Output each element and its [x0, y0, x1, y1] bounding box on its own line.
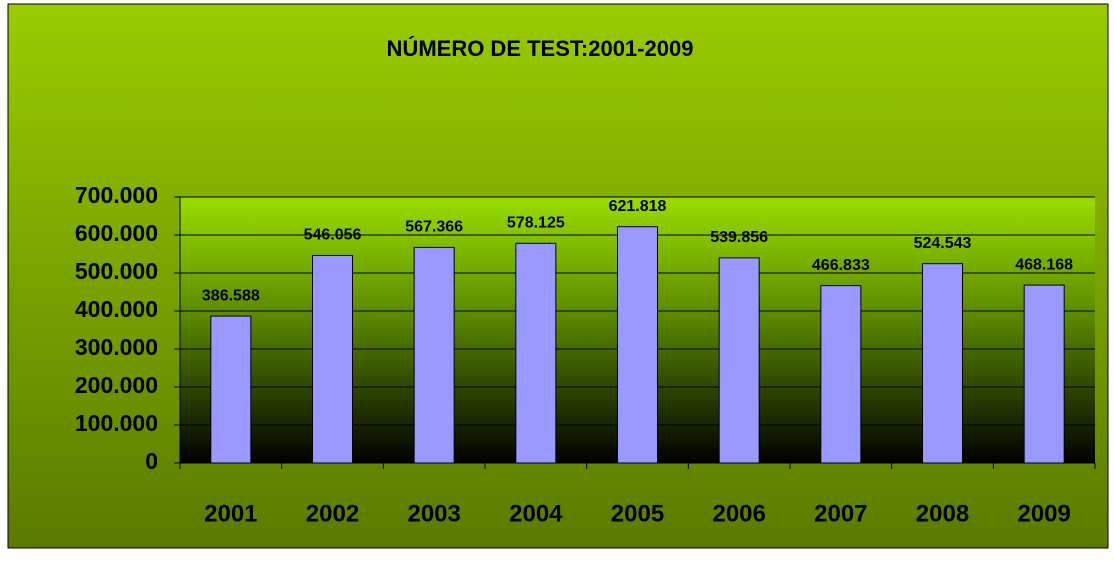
- x-tick-label: 2006: [712, 500, 765, 527]
- y-tick-label: 0: [145, 448, 158, 474]
- data-label: 524.543: [914, 235, 972, 252]
- data-label: 539.856: [710, 229, 768, 246]
- bar: [210, 315, 252, 464]
- x-tick-label: 2004: [509, 500, 563, 527]
- y-tick-label: 600.000: [75, 220, 158, 246]
- data-label: 466.833: [812, 257, 870, 274]
- data-label: 578.125: [507, 215, 565, 232]
- bar: [922, 263, 963, 464]
- y-tick-label: 300.000: [75, 334, 158, 360]
- data-label: 621.818: [609, 198, 667, 215]
- chart-title: NÚMERO DE TEST:2001-2009: [387, 36, 694, 61]
- y-tick-label: 700.000: [75, 182, 158, 208]
- y-tick-label: 100.000: [75, 410, 158, 436]
- x-tick-label: 2009: [1017, 500, 1070, 527]
- data-label: 468.168: [1015, 256, 1073, 273]
- bar: [617, 226, 658, 464]
- bar: [820, 285, 862, 464]
- x-tick-label: 2005: [611, 500, 664, 527]
- bar: [1023, 284, 1065, 464]
- data-label: 567.366: [405, 219, 463, 236]
- data-label: 546.056: [304, 227, 362, 244]
- x-tick-label: 2008: [916, 500, 969, 527]
- data-label: 386.588: [202, 287, 260, 304]
- x-tick-label: 2002: [306, 500, 359, 527]
- bar: [413, 246, 455, 464]
- bar: [515, 242, 557, 464]
- y-tick-label: 200.000: [75, 372, 158, 398]
- y-tick-label: 400.000: [75, 296, 158, 322]
- x-tick-label: 2001: [204, 500, 257, 527]
- bar: [718, 257, 760, 464]
- y-tick-label: 500.000: [75, 258, 158, 284]
- x-tick-label: 2007: [814, 500, 867, 527]
- x-tick-label: 2003: [407, 500, 460, 527]
- bar: [312, 254, 353, 464]
